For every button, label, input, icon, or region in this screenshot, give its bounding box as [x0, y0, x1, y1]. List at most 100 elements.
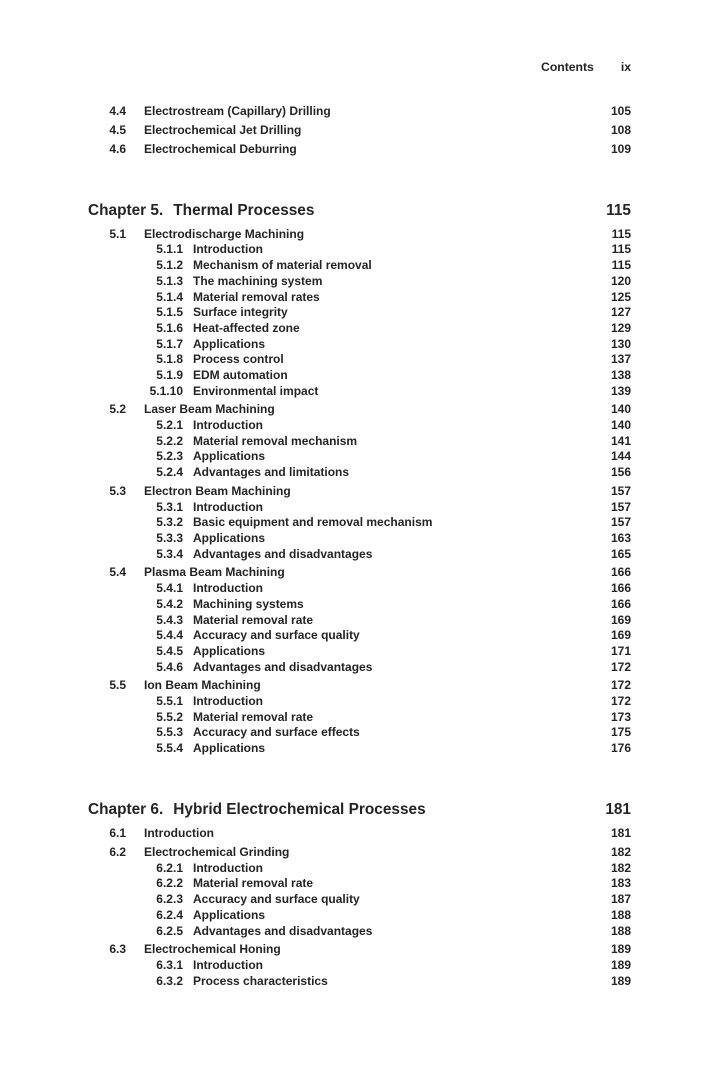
entry-number: 6.3.1 — [156, 958, 183, 972]
toc-entry: 4.6 Electrochemical Deburring 109 — [0, 142, 720, 158]
running-header-page-number: ix — [620, 60, 631, 74]
page-number: 130 — [610, 336, 631, 351]
toc-entry: 5.1.1 Introduction 115 — [0, 242, 720, 258]
entry-label: Accuracy and surface quality — [193, 892, 360, 907]
entry-label: Environmental impact — [193, 383, 319, 398]
entry-number: 5.4.2 — [156, 596, 183, 611]
entry-number: 6.2.2 — [156, 876, 183, 891]
page-number: 108 — [610, 122, 631, 137]
running-header-title: Contents — [541, 60, 594, 74]
page-number: 188 — [610, 907, 631, 922]
toc-entry: 5.4.6 Advantages and disadvantages 172 — [0, 660, 720, 676]
page-number: 115 — [611, 258, 631, 273]
toc-entry: 6.2.2 Material removal rate 183 — [0, 876, 720, 892]
toc-entry: 5.2.4 Advantages and limitations 156 — [0, 465, 720, 481]
page-number: 172 — [610, 659, 631, 674]
chapter-number: Chapter 5. — [88, 201, 164, 219]
entry-number: 5.5.2 — [156, 709, 183, 724]
page-number: 166 — [610, 596, 631, 611]
page-number: 173 — [610, 709, 631, 724]
page-number: 109 — [610, 141, 631, 156]
toc-entry: 5.4.3 Material removal rate 169 — [0, 613, 720, 629]
entry-label: Laser Beam Machining — [144, 402, 275, 417]
toc-entry: 6.2.4 Applications 188 — [0, 908, 720, 924]
entry-number: 5.1.1 — [156, 242, 183, 257]
page-number: 138 — [610, 367, 631, 382]
page-number: 163 — [610, 531, 631, 545]
entry-number: 5.3.2 — [156, 515, 183, 530]
page-number: 169 — [610, 612, 631, 627]
page-number: 129 — [610, 320, 631, 335]
toc-entry: 4.4 Electrostream (Capillary) Drilling 105 — [0, 104, 720, 120]
page-number: 140 — [610, 402, 631, 417]
entry-label: Electrostream (Capillary) Drilling — [144, 104, 331, 118]
toc-entry: 5.4.2 Machining systems 166 — [0, 597, 720, 613]
entry-label: Applications — [193, 907, 266, 922]
page-number: 187 — [610, 892, 631, 907]
entry-label: Introduction — [144, 826, 214, 841]
toc-entry: 5.4.1 Introduction 166 — [0, 581, 720, 597]
toc-entry: 5.1.7 Applications 130 — [0, 337, 720, 353]
page-number: 182 — [610, 845, 631, 860]
entry-label: Mechanism of material removal — [193, 258, 372, 273]
entry-label: Electrochemical Jet Drilling — [144, 122, 302, 137]
page-number: 175 — [610, 725, 631, 740]
entry-number: 4.6 — [109, 141, 126, 156]
page-number: 127 — [610, 305, 631, 320]
entry-label: Surface integrity — [193, 305, 288, 320]
toc-entry: 6.2.3 Accuracy and surface quality 187 — [0, 892, 720, 908]
entry-label: Applications — [193, 643, 266, 658]
entry-label: Electrochemical Honing — [144, 942, 281, 957]
toc-entry: 6.3.2 Process characteristics 189 — [0, 974, 720, 990]
entry-number: 5.5.3 — [156, 725, 183, 740]
entry-number: 5.4.5 — [156, 643, 183, 658]
entry-number: 5.2.3 — [156, 449, 183, 464]
toc-entry: 5.1.2 Mechanism of material removal 115 — [0, 258, 720, 274]
entry-number: 5.1.10 — [149, 383, 183, 398]
entry-number: 6.3.2 — [156, 973, 183, 988]
page-number: 156 — [610, 465, 631, 480]
page-number: 157 — [610, 499, 631, 514]
page-number: 140 — [610, 418, 631, 433]
entry-number: 5.2.2 — [156, 433, 183, 448]
toc-entry: 5.3.2 Basic equipment and removal mechani… — [0, 515, 720, 531]
page-number: 105 — [610, 104, 631, 118]
entry-number: 5.4.3 — [156, 612, 183, 627]
entry-number: 5.1.4 — [156, 289, 183, 304]
entry-label: Introduction — [193, 499, 263, 514]
page-number: 182 — [610, 860, 631, 875]
entry-number: 5.1.5 — [156, 305, 183, 320]
toc-entry: 5.4.4 Accuracy and surface quality 169 — [0, 628, 720, 644]
entry-number: 5.1.2 — [156, 258, 183, 273]
entry-label: Process characteristics — [193, 973, 328, 988]
entry-label: Accuracy and surface effects — [193, 725, 360, 740]
entry-number: 5.4 — [109, 565, 126, 580]
entry-number: 5.4.6 — [156, 659, 183, 674]
toc-entry: 5.1.4 Material removal rates 125 — [0, 290, 720, 306]
entry-label: Introduction — [193, 418, 263, 433]
page-number: 125 — [610, 289, 631, 304]
entry-label: Introduction — [193, 242, 263, 257]
entry-number: 5.2.4 — [156, 465, 183, 480]
entry-label: Material removal rate — [193, 709, 314, 724]
page-number: 165 — [610, 546, 631, 561]
page-number: 189 — [610, 942, 631, 957]
toc-entry: 5.3.1 Introduction 157 — [0, 500, 720, 516]
toc-entry: 5.2 Laser Beam Machining 140 — [0, 402, 720, 418]
entry-label: Introduction — [193, 694, 263, 709]
toc-entry: 5.3 Electron Beam Machining 157 — [0, 484, 720, 500]
entry-number: 4.5 — [109, 122, 126, 137]
entry-label: Basic equipment and removal mechanism — [193, 515, 433, 530]
entry-label: Introduction — [193, 860, 263, 875]
entry-label: Advantages and disadvantages — [193, 546, 373, 561]
entry-number: 6.2.5 — [156, 923, 183, 938]
page-number: 176 — [610, 741, 631, 756]
toc-entry: 6.2 Electrochemical Grinding 182 — [0, 845, 720, 861]
entry-number: 4.4 — [109, 104, 126, 118]
toc-entry: 5.1.6 Heat-affected zone 129 — [0, 321, 720, 337]
entry-number: 5.3.3 — [156, 531, 183, 545]
table-of-contents: 4.4 Electrostream (Capillary) Drilling 105… — [0, 104, 720, 989]
entry-number: 5.5.1 — [156, 694, 183, 709]
page-number: 172 — [610, 694, 631, 709]
